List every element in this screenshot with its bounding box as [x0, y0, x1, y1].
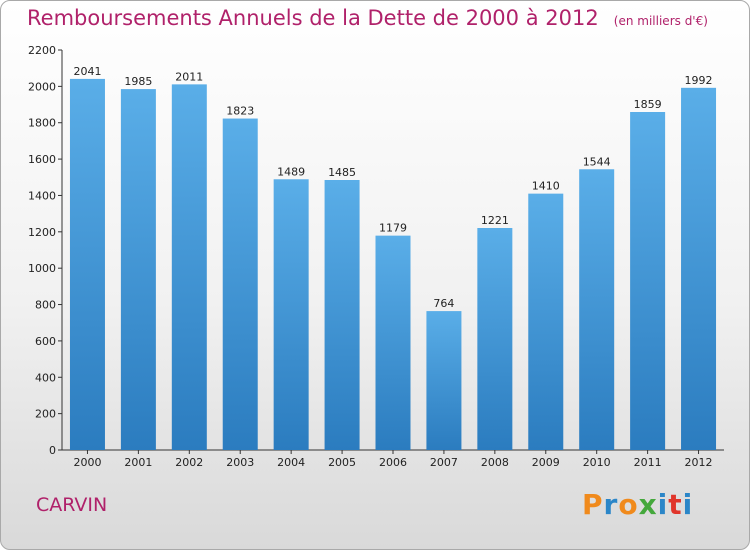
- data-label: 2011: [175, 70, 203, 83]
- bar: [222, 118, 258, 450]
- data-label: 2041: [73, 65, 101, 78]
- logo-letter: t: [668, 488, 683, 521]
- data-label: 1823: [226, 105, 254, 118]
- bar: [120, 89, 156, 450]
- data-label: 1992: [685, 74, 713, 87]
- data-label: 1985: [124, 75, 152, 88]
- y-tick-label: 2200: [28, 44, 56, 57]
- chart-title: Remboursements Annuels de la Dette de 20…: [27, 6, 708, 30]
- y-tick-label: 1000: [28, 262, 56, 275]
- y-tick-label: 1400: [28, 189, 56, 202]
- x-tick-label: 2001: [124, 456, 152, 469]
- data-label: 1410: [532, 180, 560, 193]
- x-tick-label: 2000: [73, 456, 101, 469]
- x-tick-label: 2010: [583, 456, 611, 469]
- x-tick-label: 2009: [532, 456, 560, 469]
- bar: [528, 193, 564, 451]
- data-label: 1489: [277, 165, 305, 178]
- logo-letter: i: [682, 488, 694, 521]
- data-label: 1221: [481, 214, 509, 227]
- x-tick-label: 2006: [379, 456, 407, 469]
- x-tick-label: 2007: [430, 456, 458, 469]
- bar: [375, 235, 411, 450]
- data-label: 1859: [634, 98, 662, 111]
- bar: [324, 180, 360, 450]
- bar: [579, 169, 615, 451]
- x-tick-label: 2011: [634, 456, 662, 469]
- x-tick-label: 2003: [226, 456, 254, 469]
- bar: [630, 112, 666, 450]
- bar: [426, 311, 462, 450]
- proxiti-logo: Proxiti: [582, 488, 693, 521]
- x-tick-label: 2008: [481, 456, 509, 469]
- y-tick-label: 0: [49, 444, 56, 457]
- x-tick-label: 2005: [328, 456, 356, 469]
- logo-letter: r: [603, 488, 619, 521]
- y-tick-label: 600: [35, 335, 56, 348]
- data-label: 1544: [583, 155, 611, 168]
- x-tick-label: 2002: [175, 456, 203, 469]
- x-tick-label: 2004: [277, 456, 305, 469]
- logo-letter: o: [618, 488, 639, 521]
- commune-name: CARVIN: [36, 494, 108, 516]
- y-tick-label: 1800: [28, 117, 56, 130]
- y-tick-label: 1200: [28, 226, 56, 239]
- logo-letter: P: [582, 488, 604, 521]
- y-tick-label: 800: [35, 299, 56, 312]
- data-label: 1485: [328, 166, 356, 179]
- y-tick-label: 1600: [28, 153, 56, 166]
- y-tick-label: 200: [35, 408, 56, 421]
- logo-letter: i: [657, 488, 669, 521]
- bar: [681, 87, 717, 451]
- data-label: 1179: [379, 222, 407, 235]
- bar: [477, 228, 513, 450]
- x-tick-label: 2012: [685, 456, 713, 469]
- data-label: 764: [433, 297, 454, 310]
- logo-letter: x: [638, 488, 658, 521]
- bar: [171, 84, 207, 450]
- y-tick-label: 2000: [28, 80, 56, 93]
- chart-title-main: Remboursements Annuels de la Dette de 20…: [27, 6, 599, 30]
- y-tick-label: 400: [35, 371, 56, 384]
- bar: [69, 78, 105, 450]
- chart-unit: (en milliers d'€): [613, 14, 708, 28]
- bar: [273, 179, 309, 451]
